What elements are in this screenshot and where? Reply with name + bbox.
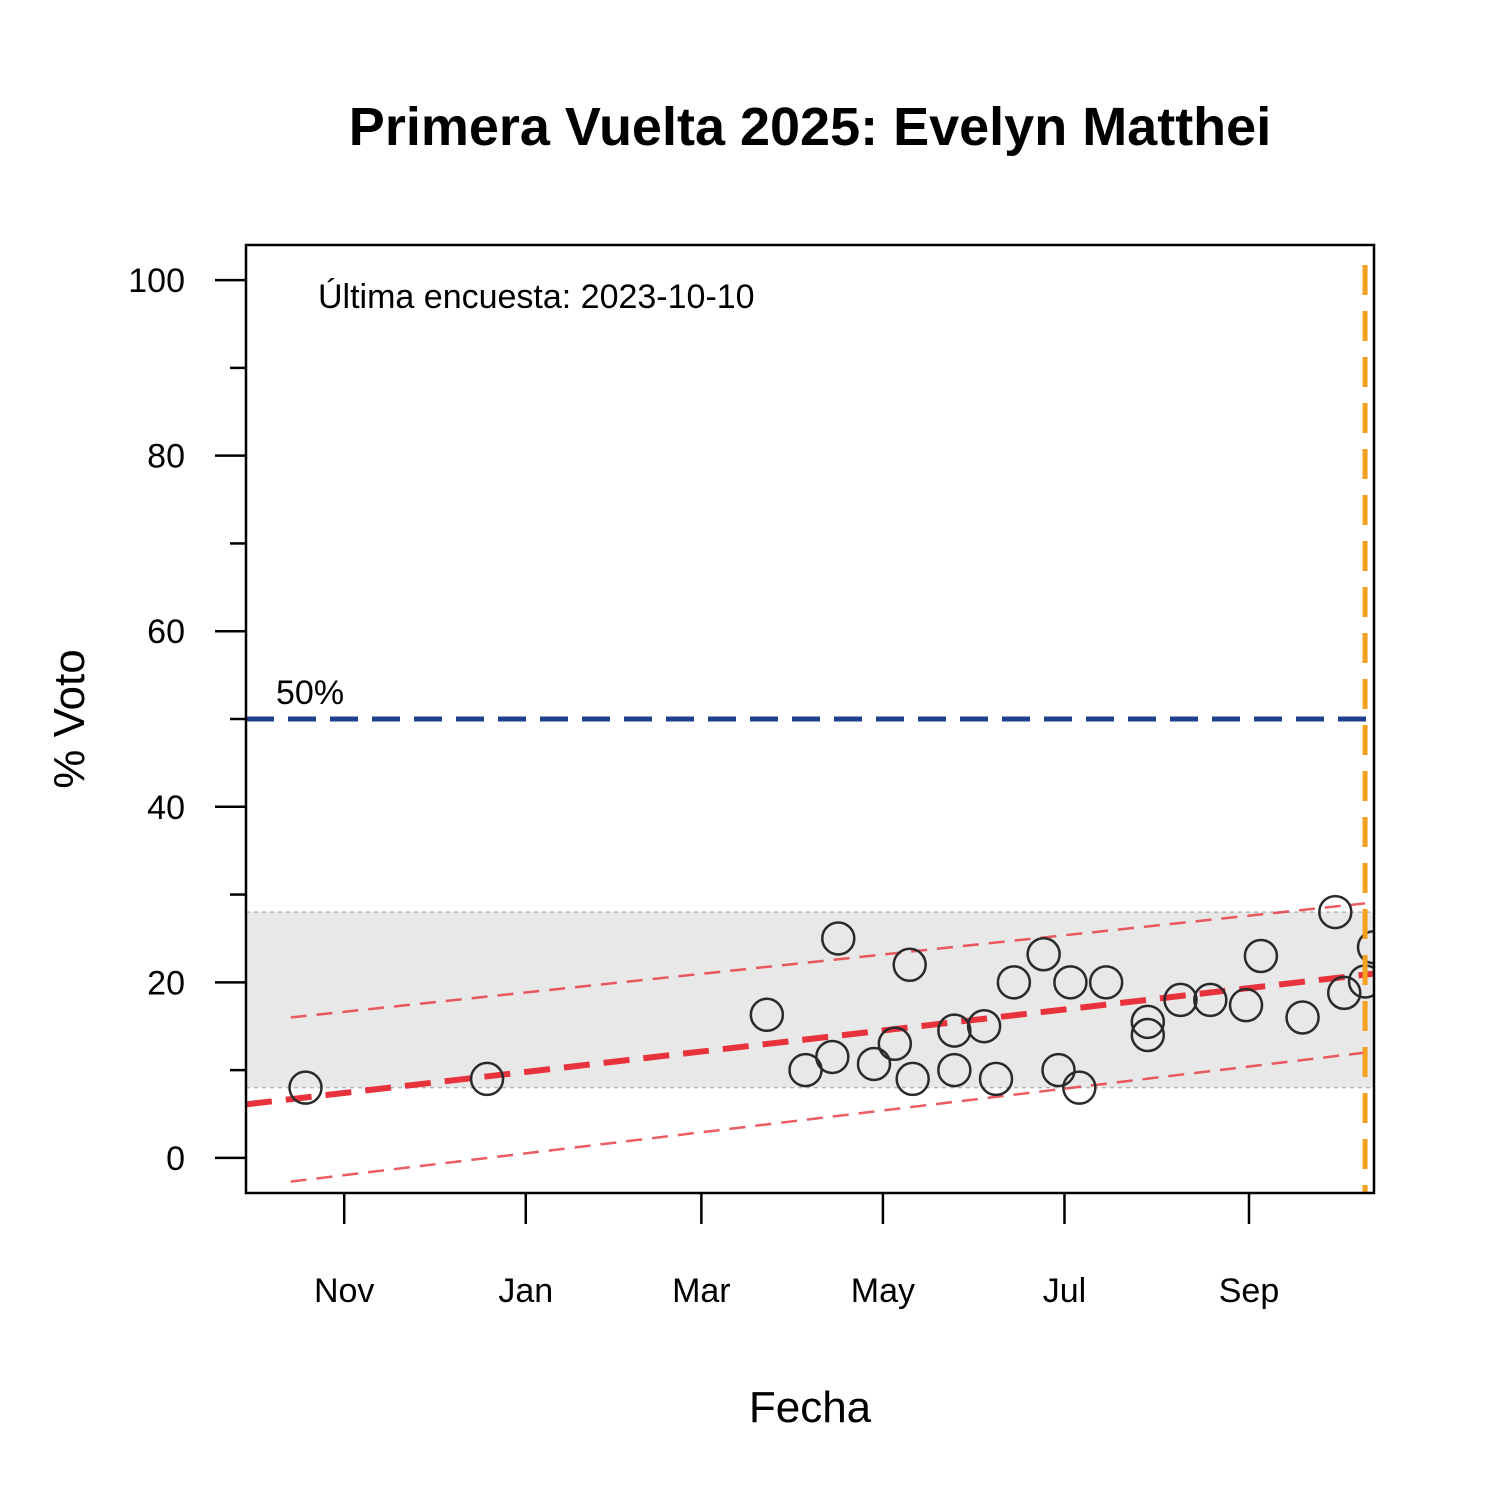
data-point <box>288 1070 323 1105</box>
data-point <box>1053 965 1088 1000</box>
data-point <box>1356 929 1374 965</box>
y-tick-label: 20 <box>147 964 185 1002</box>
data-point <box>1163 982 1198 1018</box>
data-point <box>1088 965 1124 1000</box>
y-tick-label: 100 <box>128 262 185 300</box>
data-point <box>821 921 856 956</box>
data-point <box>937 1052 972 1088</box>
x-axis-title: Fecha <box>749 1383 872 1432</box>
data-point <box>1062 1070 1097 1105</box>
x-tick-label: Mar <box>672 1272 731 1310</box>
data-point <box>469 1061 505 1097</box>
plot-content <box>246 265 1374 1193</box>
y-tick-label: 0 <box>166 1140 185 1178</box>
trend-line <box>246 970 1374 1108</box>
data-point <box>1193 982 1228 1018</box>
chart-title: Primera Vuelta 2025: Evelyn Matthei <box>349 97 1271 157</box>
data-point <box>1243 938 1279 974</box>
plot-area <box>246 265 1374 1193</box>
data-point <box>1326 975 1362 1011</box>
data-point <box>1130 1017 1166 1053</box>
data-point <box>856 1046 892 1082</box>
data-point <box>1041 1052 1076 1088</box>
data-point <box>978 1061 1014 1097</box>
data-point <box>815 1039 850 1075</box>
data-point <box>877 1026 913 1062</box>
data-point <box>1285 1000 1320 1035</box>
x-tick-label: Jan <box>498 1272 553 1310</box>
axes: 0 20 40 60 80 100 Nov Jan Mar May Jul Sep <box>128 262 1279 1310</box>
band <box>246 912 1374 1088</box>
y-axis-title: % Voto <box>45 649 94 788</box>
y-tick-label: 80 <box>147 438 185 476</box>
data-point <box>1318 894 1353 930</box>
y-tick-label: 60 <box>147 613 185 651</box>
data-point <box>996 965 1032 1000</box>
data-point <box>895 1061 930 1097</box>
data-point <box>749 997 785 1033</box>
x-tick-label: Jul <box>1043 1272 1086 1310</box>
data-point <box>892 947 927 983</box>
data-point <box>937 1013 972 1048</box>
x-tick-label: Nov <box>314 1272 374 1310</box>
latest-poll-annotation: Última encuesta: 2023-10-10 <box>318 278 755 316</box>
reference-line-label: 50% <box>276 674 344 712</box>
data-point <box>966 1008 1002 1044</box>
x-tick-label: Sep <box>1219 1272 1280 1310</box>
data-point <box>1026 936 1061 972</box>
y-tick-label: 40 <box>147 789 185 827</box>
x-tick-label: May <box>851 1272 915 1310</box>
data-point <box>1130 1004 1166 1040</box>
data-point <box>1228 987 1264 1023</box>
